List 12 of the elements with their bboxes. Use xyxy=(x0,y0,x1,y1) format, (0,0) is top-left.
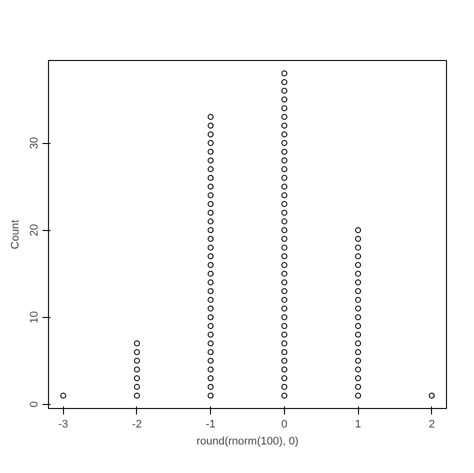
y-tick-label: 0 xyxy=(28,401,40,408)
x-tick-label: -2 xyxy=(132,418,142,430)
y-tick-label: 10 xyxy=(28,311,40,324)
x-tick-label: 0 xyxy=(281,418,288,430)
x-tick-label: -1 xyxy=(206,418,216,430)
x-axis-title: round(rnorm(100), 0) xyxy=(196,436,299,448)
y-tick-label: 30 xyxy=(28,136,40,150)
x-tick-label: 2 xyxy=(428,418,435,430)
y-tick-label: 20 xyxy=(28,224,40,236)
x-tick-label: 1 xyxy=(354,418,362,430)
y-axis-title: Count xyxy=(10,220,22,250)
x-tick-label: -3 xyxy=(58,418,68,430)
